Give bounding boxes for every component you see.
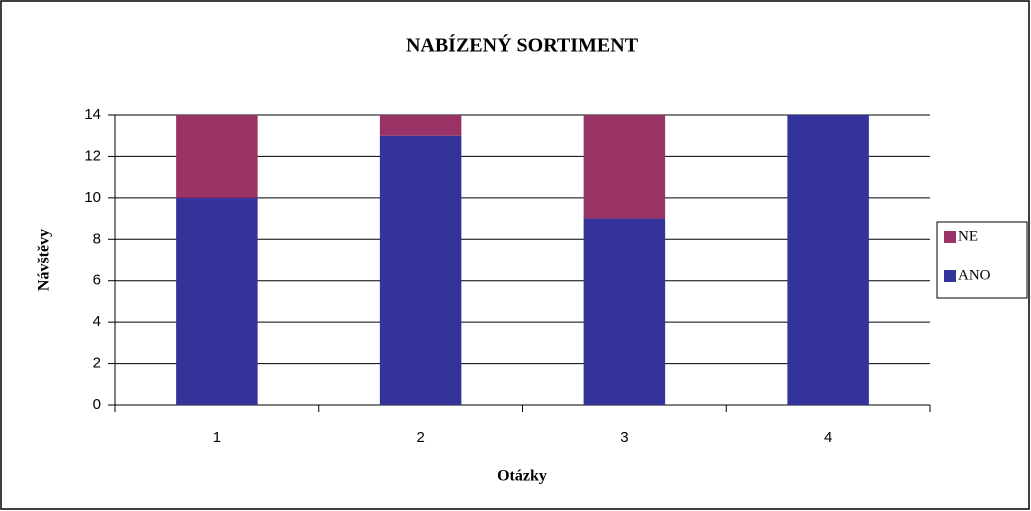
bar-segment <box>583 115 666 219</box>
legend-label: ANO <box>958 267 991 283</box>
bar-segment <box>787 115 869 405</box>
legend-label: NE <box>958 228 978 244</box>
x-axis-title: Otázky <box>497 468 547 485</box>
y-tick-label: 2 <box>93 355 101 372</box>
bar-segment <box>379 135 462 405</box>
x-tick-label: 4 <box>824 429 832 446</box>
bar-segment <box>583 218 666 405</box>
x-tick-label: 3 <box>620 429 628 446</box>
x-tick-label: 2 <box>416 429 424 446</box>
bar-segment <box>176 115 258 198</box>
y-tick-label: 12 <box>84 147 101 164</box>
y-tick-label: 10 <box>84 189 101 206</box>
y-axis-title: Návštěvy <box>36 229 53 291</box>
y-tick-label: 0 <box>93 396 101 413</box>
x-tick-label: 1 <box>213 429 221 446</box>
y-tick-label: 4 <box>93 313 101 330</box>
legend-swatch <box>944 270 956 282</box>
y-tick-label: 14 <box>84 106 101 123</box>
y-tick-label: 8 <box>93 230 101 247</box>
bar-segment <box>379 115 462 136</box>
legend-swatch <box>944 231 956 243</box>
chart-title: NABÍZENÝ SORTIMENT <box>406 34 639 57</box>
bar-segment <box>176 197 258 405</box>
y-tick-label: 6 <box>93 272 101 289</box>
